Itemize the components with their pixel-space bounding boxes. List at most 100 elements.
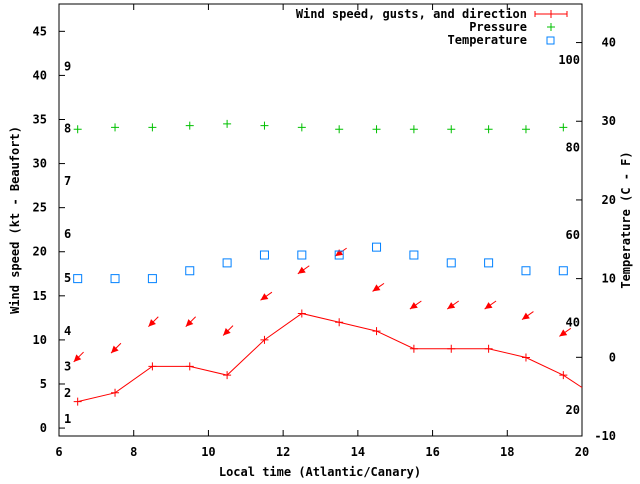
wind-speed-line [77, 312, 583, 403]
arrow-head [297, 266, 306, 274]
pressure-point [148, 123, 157, 132]
wind-speed-point [447, 344, 456, 353]
legend: Wind speed, gusts, and direction Pressur… [296, 7, 568, 47]
temperature-point [334, 250, 344, 260]
gust-direction-arrow [110, 342, 122, 354]
beaufort-label: 4 [64, 324, 71, 338]
y2-tick-label: 30 [602, 114, 616, 128]
beaufort-label: 2 [64, 386, 71, 400]
pressure-point [297, 123, 306, 132]
pressure-point [559, 123, 568, 132]
temperature-point [259, 250, 269, 260]
arrow-head [148, 319, 156, 327]
wind-speed-point [372, 327, 381, 336]
y-tick-label: 45 [33, 24, 47, 38]
beaufort-label: 3 [64, 359, 71, 373]
x-tick-label: 18 [500, 445, 514, 459]
gust-direction-arrow [297, 265, 310, 275]
legend-label-temperature: Temperature [448, 33, 527, 47]
x-tick-label: 20 [575, 445, 589, 459]
fahrenheit-label: 20 [566, 403, 580, 417]
arrow-head [223, 327, 231, 336]
x-tick-label: 10 [201, 445, 215, 459]
arrow-head [447, 302, 456, 310]
pressure-point [521, 125, 530, 134]
fahrenheit-label: 40 [566, 315, 580, 329]
arrow-head [484, 302, 493, 310]
y2-tick-label: -10 [594, 429, 616, 443]
pressure-point [409, 125, 418, 134]
legend-label-wind: Wind speed, gusts, and direction [296, 7, 527, 21]
gust-direction-arrow [559, 327, 572, 337]
x-tick-label: 14 [351, 445, 365, 459]
arrow-head [521, 312, 530, 320]
arrow-head [185, 319, 194, 327]
arrow-head [335, 249, 344, 257]
y-tick-label: 10 [33, 333, 47, 347]
gust-direction-arrow [372, 282, 385, 292]
temperature-point [409, 250, 419, 260]
pressure-point [223, 119, 232, 128]
beaufort-label: 9 [64, 60, 71, 74]
y2-axis-label: Temperature (C - F) [619, 151, 633, 288]
wind-speed-point [111, 388, 120, 397]
wind-speed-point [260, 335, 269, 344]
wind-speed-point [521, 353, 530, 362]
pressure-point [111, 123, 120, 132]
gust-direction-arrow [222, 325, 234, 336]
gust-direction-arrow [409, 300, 422, 310]
y-tick-label: 0 [40, 421, 47, 435]
plot-frame [58, 3, 583, 437]
gust-direction-arrow [148, 316, 159, 328]
temperature-point [521, 266, 531, 276]
y2-tick-label: 20 [602, 193, 616, 207]
wind-speed-point [297, 309, 306, 318]
wind-speed-point [559, 371, 568, 380]
beaufort-label: 1 [64, 412, 71, 426]
gust-direction-arrow [260, 291, 273, 301]
wind-speed-point [335, 318, 344, 327]
pressure-point [185, 121, 194, 130]
arrow-head [372, 284, 381, 292]
y-tick-label: 40 [33, 68, 47, 82]
legend-key-wind [534, 10, 568, 18]
temperature-point [372, 242, 382, 252]
temperature-point [110, 274, 120, 284]
pressure-point [372, 125, 381, 134]
temperature-point [147, 274, 157, 284]
arrow-head [260, 293, 269, 301]
arrow-head [111, 345, 119, 354]
x-tick-label: 16 [425, 445, 439, 459]
y-tick-label: 5 [40, 377, 47, 391]
y-tick-label: 35 [33, 112, 47, 126]
y2-tick-label: 0 [609, 350, 616, 364]
beaufort-label: 5 [64, 271, 71, 285]
gust-direction-arrow [446, 300, 460, 310]
wind-speed-point [148, 362, 157, 371]
gust-direction-arrow [185, 316, 197, 328]
temperature-point [558, 266, 568, 276]
beaufort-label: 8 [64, 121, 71, 135]
x-tick-label: 12 [276, 445, 290, 459]
y2-tick-label: 10 [602, 272, 616, 286]
x-tick-label: 8 [130, 445, 137, 459]
axis-ticks: 6 8 10 12 14 16 18 20051015202530354045-1001020… [33, 4, 616, 459]
pressure-point [73, 125, 82, 134]
y-tick-label: 25 [33, 201, 47, 215]
arrow-head [73, 354, 82, 362]
fahrenheit-label: 60 [566, 228, 580, 242]
y-tick-label: 30 [33, 157, 47, 171]
legend-label-pressure: Pressure [469, 20, 527, 34]
arrow-head [559, 329, 568, 337]
wind-speed-point [223, 371, 232, 380]
wind-speed-point [185, 362, 194, 371]
temperature-point [73, 274, 83, 284]
temperature-point [484, 258, 494, 268]
gust-direction-arrow [484, 300, 497, 310]
gust-direction-arrow [73, 351, 84, 363]
temperature-point [185, 266, 195, 276]
y-tick-label: 15 [33, 289, 47, 303]
fahrenheit-label: 80 [566, 140, 580, 154]
beaufort-label: 7 [64, 174, 71, 188]
x-tick-label: 6 [55, 445, 62, 459]
